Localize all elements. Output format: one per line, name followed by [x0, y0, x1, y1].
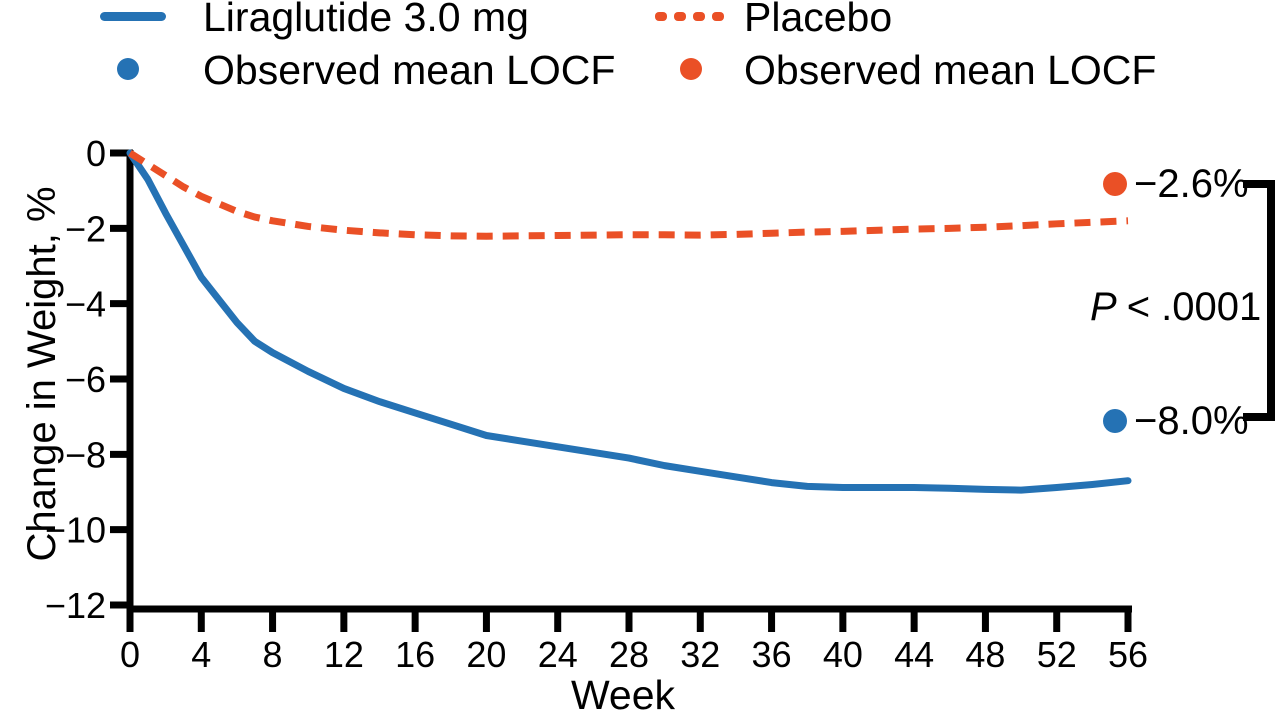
y-tick-label: −4 — [65, 284, 106, 325]
liraglutide-curve — [126, 149, 1132, 494]
x-tick-label: 44 — [894, 634, 934, 675]
liraglutide-locf-value: −8.0% — [1134, 399, 1249, 443]
placebo-locf-dot-icon — [1103, 172, 1127, 196]
x-tick-label: 40 — [823, 634, 863, 675]
y-tick-label: 0 — [86, 133, 106, 174]
x-tick-label: 28 — [609, 634, 649, 675]
p-value-comparison: < .0001 — [1126, 285, 1262, 329]
x-tick-label: 4 — [191, 634, 211, 675]
x-tick-label: 48 — [965, 634, 1005, 675]
liraglutide-observed-dot-icon — [117, 58, 139, 80]
x-tick-label: 24 — [538, 634, 578, 675]
legend-label-placebo: Placebo — [744, 0, 893, 40]
x-tick-label: 20 — [466, 634, 506, 675]
y-axis-title: Change in Weight, % — [20, 186, 64, 562]
placebo-observed-dot-icon — [680, 58, 702, 80]
x-tick-label: 16 — [395, 634, 435, 675]
y-tick-label: −12 — [45, 585, 106, 626]
x-tick-label: 12 — [324, 634, 364, 675]
placebo-curve — [128, 150, 1129, 240]
p-value-label: P < .0001 — [1090, 285, 1262, 329]
legend-label-placebo-observed: Observed mean LOCF — [744, 47, 1157, 93]
x-tick-label: 52 — [1037, 634, 1077, 675]
liraglutide-locf-dot-icon — [1103, 409, 1127, 433]
placebo-locf-value: −2.6% — [1134, 162, 1249, 206]
dash-segment — [674, 12, 686, 21]
y-tick-label: −2 — [65, 208, 106, 249]
x-tick-label: 36 — [752, 634, 792, 675]
x-tick-label: 56 — [1108, 634, 1148, 675]
x-tick-label: 32 — [680, 634, 720, 675]
y-tick-label: −10 — [45, 510, 106, 551]
liraglutide-line-swatch — [100, 12, 166, 21]
y-tick-label: −6 — [65, 359, 106, 400]
legend-label-liraglutide-observed: Observed mean LOCF — [203, 47, 616, 93]
x-tick-label: 8 — [263, 634, 283, 675]
y-tick-label: −8 — [65, 434, 106, 475]
p-value-variable: P — [1090, 285, 1117, 329]
legend-label-liraglutide: Liraglutide 3.0 mg — [203, 0, 529, 40]
dash-segment — [655, 12, 667, 21]
dash-segment — [693, 12, 705, 21]
x-axis-title: Week — [570, 672, 676, 718]
comparison-bracket — [1243, 180, 1275, 421]
x-tick-label: 0 — [120, 634, 140, 675]
dash-segment — [712, 12, 724, 21]
